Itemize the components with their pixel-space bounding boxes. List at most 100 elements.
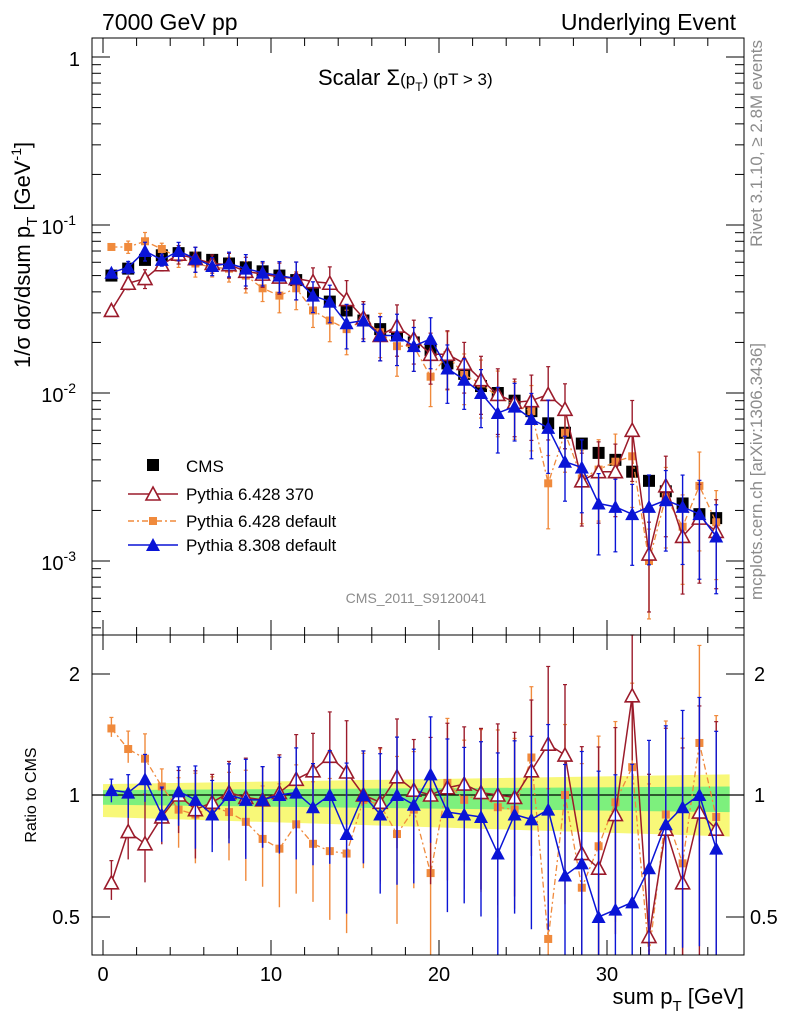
- point-p8_default: [709, 529, 724, 543]
- ratio-ytick-right-0p5: 0.5: [750, 907, 778, 929]
- point-p8_default: [255, 265, 270, 279]
- plot-title: Scalar Σ(pT) (pT > 3): [318, 65, 493, 94]
- ratio-point-p8_default: [440, 805, 455, 819]
- header-left: 7000 GeV pp: [102, 9, 238, 35]
- point-p8_default: [474, 386, 488, 399]
- ratio-ytick-1: 1: [69, 785, 80, 807]
- ytick-0p001: 10-3: [41, 548, 76, 575]
- ratio-point-p8_default: [322, 788, 337, 801]
- ratio-series: [103, 634, 725, 956]
- legend-item-cms: CMS: [147, 457, 224, 476]
- ratio-point-p8_default: [692, 788, 707, 801]
- ytick-0p01-base: 10: [41, 385, 63, 407]
- ratio-ylabel: Ratio to CMS: [23, 747, 40, 842]
- ratio-point-p8_default: [356, 788, 371, 801]
- ratio-point-p8_default: [306, 800, 320, 814]
- main-ylabel-part-4: -1: [8, 148, 24, 161]
- series-p8_default: [104, 241, 724, 595]
- mcplots-label: mcplots.cern.ch [arXiv:1306.3436]: [747, 343, 766, 600]
- legend-label-cms: CMS: [186, 457, 224, 476]
- ratio-point-p8_default: [104, 783, 119, 797]
- ytick-0p01: 10-2: [41, 380, 76, 407]
- ratio-point-p8_default: [255, 792, 270, 806]
- header-right: Underlying Event: [561, 9, 737, 35]
- ratio-point-p8_default: [138, 772, 152, 786]
- ratio-point-p8_default: [524, 812, 539, 826]
- plot-title-sub: T: [415, 80, 423, 94]
- point-p8_default: [272, 268, 287, 282]
- legend-marker-cms: [147, 459, 159, 471]
- ratio-point-p8_default: [339, 827, 354, 841]
- point-p8_default: [154, 252, 169, 266]
- legend-marker-p6-default: [149, 517, 157, 525]
- ratio-point-p8_default: [188, 792, 203, 806]
- xtick-0: 0: [97, 964, 108, 986]
- legend: CMS Pythia 6.428 370 Pythia 6.428 defaul…: [128, 457, 337, 555]
- ratio-point-p8_default: [507, 807, 522, 821]
- line-p6_370: [110, 253, 717, 555]
- ratio-point-p8_default: [238, 792, 253, 806]
- point-p8_default: [591, 496, 606, 510]
- ratio-point-p8_default: [574, 856, 589, 870]
- legend-item-p8-default: Pythia 8.308 default: [128, 536, 337, 555]
- point-p6_default: [258, 284, 267, 293]
- plot-title-arg: (p: [400, 70, 415, 89]
- point-p8_default: [625, 507, 640, 521]
- ratio-frame: [91, 634, 745, 956]
- ratio-point-p8_default: [457, 807, 472, 821]
- main-ylabel: 1/σ dσ/dsum pT [GeV-1]: [8, 142, 41, 368]
- plot-title-prefix: Scalar: [318, 65, 386, 90]
- point-p6_370: [136, 269, 154, 286]
- ratio-point-p8_default: [289, 785, 304, 799]
- legend-label-p8-default: Pythia 8.308 default: [186, 536, 337, 555]
- ratio-point-p8_default: [272, 788, 287, 801]
- ratio-point-p8_default: [121, 785, 136, 799]
- ratio-point-p8_default: [423, 767, 438, 781]
- point-p8_default: [440, 361, 455, 375]
- ytick-0p001-exp: -3: [64, 548, 77, 564]
- point-p8_default: [490, 406, 505, 420]
- main-ylabel-part-5: ]: [10, 142, 35, 148]
- ratio-point-p6_370: [623, 687, 641, 703]
- ratio-point-p8_default: [373, 807, 388, 821]
- ytick-0p1: 10-1: [41, 212, 76, 239]
- point-p8_default: [222, 256, 236, 270]
- point-p6_default: [141, 237, 149, 246]
- point-p8_default: [658, 493, 673, 507]
- point-p6_370: [607, 463, 624, 479]
- ytick-0p1-base: 10: [41, 217, 63, 239]
- point-p8_default: [574, 460, 589, 474]
- main-ylabel-part-3: [GeV: [10, 160, 35, 217]
- main-ylabel-part-1: 1/σ dσ/dsum p: [10, 226, 35, 368]
- ytick-0p001-base: 10: [41, 553, 63, 575]
- series-p6_370: [103, 244, 725, 613]
- point-p8_default: [675, 499, 690, 513]
- legend-label-p6-default: Pythia 6.428 default: [186, 512, 337, 531]
- ratio-point-p8_default: [171, 784, 186, 798]
- point-p8_default: [507, 399, 522, 413]
- ratio-point-p8_default: [709, 841, 724, 855]
- ratio-point-p8_default: [642, 861, 656, 875]
- point-p6_default: [157, 244, 166, 253]
- xtick-30: 30: [596, 964, 618, 986]
- ratio-point-p6_default: [107, 724, 116, 733]
- ratio-series-p8_default: [104, 696, 724, 955]
- point-p8_default: [171, 244, 186, 258]
- point-p8_default: [322, 294, 337, 308]
- point-p8_default: [306, 288, 320, 302]
- point-p8_default: [406, 339, 421, 353]
- ratio-point-p8_default: [222, 788, 236, 801]
- xlabel-part-1: sum p: [613, 984, 673, 1009]
- ratio-ytick-right-2: 2: [754, 664, 765, 686]
- ratio-point-p8_default: [608, 902, 623, 916]
- legend-marker-p8-default: [146, 538, 160, 551]
- point-p6_370: [556, 400, 574, 417]
- point-p6_default: [275, 291, 284, 300]
- ratio-point-p8_default: [154, 807, 169, 821]
- ytick-0p01-exp: -2: [64, 380, 77, 396]
- ratio-ytick-right-1: 1: [754, 785, 765, 807]
- ratio-ytick-2: 2: [69, 664, 80, 686]
- ratio-point-p6_370: [103, 874, 120, 890]
- point-p8_default: [138, 244, 152, 258]
